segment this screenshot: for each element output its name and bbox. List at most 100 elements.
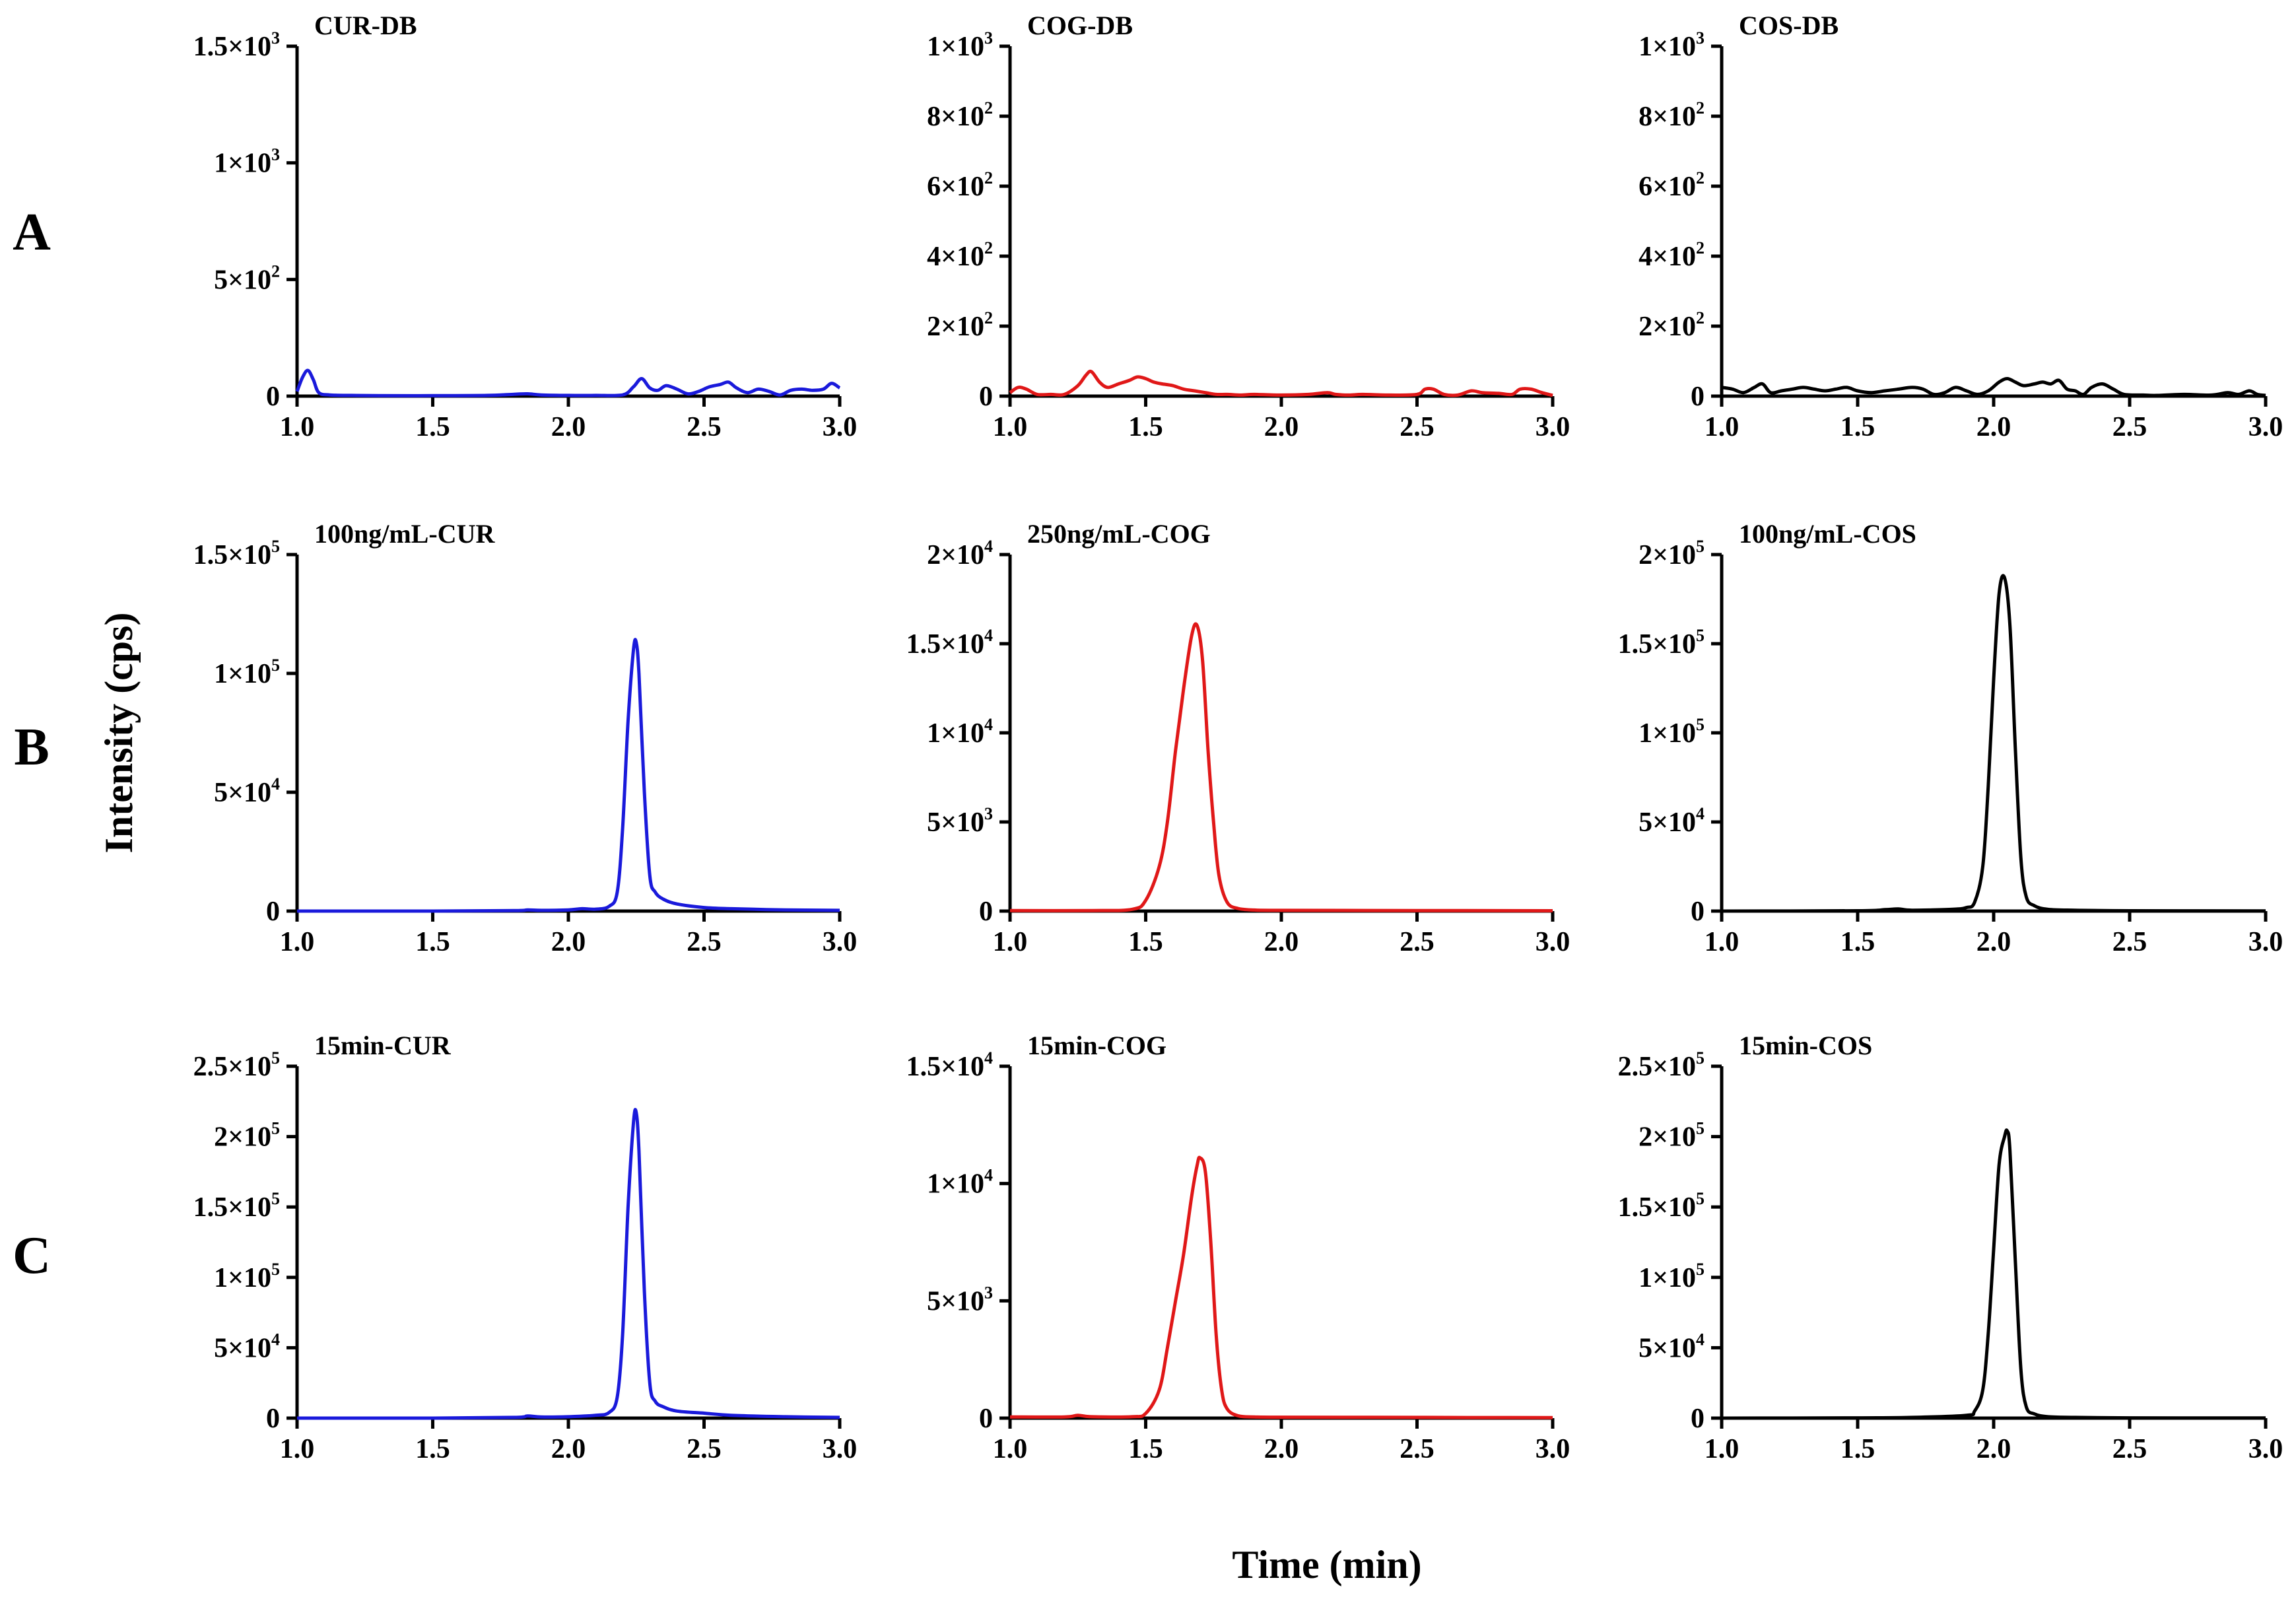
- y-tick-exponent: 4: [1696, 804, 1705, 823]
- y-tick-exponent: 2: [1696, 308, 1705, 327]
- y-tick-base: 1×10: [927, 1169, 984, 1200]
- panel-title: COG-DB: [1027, 11, 1133, 40]
- y-tick-label: 5×104: [214, 774, 280, 808]
- y-tick-label: 2.5×105: [1618, 1048, 1705, 1082]
- chromatogram-line-15min-cur: [297, 1108, 840, 1420]
- y-tick-base: 6×10: [927, 172, 984, 202]
- y-tick-exponent: 2: [1696, 238, 1705, 257]
- y-tick-exponent: 3: [984, 1283, 993, 1302]
- x-tick-label: 1.0: [993, 927, 1028, 957]
- x-tick-label: 3.0: [2248, 412, 2283, 442]
- y-tick-exponent: 2: [984, 238, 993, 257]
- row-label-b: B: [14, 718, 49, 776]
- x-tick-label: 1.5: [1128, 1434, 1163, 1464]
- y-tick-base: 1×10: [927, 32, 984, 62]
- y-tick-label: 4×102: [927, 238, 993, 272]
- y-tick-exponent: 3: [1696, 28, 1705, 48]
- chromatogram-line-100ng-ml-cos: [1721, 574, 2266, 913]
- y-tick-base: 5×10: [927, 1286, 984, 1316]
- y-tick-label: 2×105: [214, 1119, 280, 1153]
- panel-title: 250ng/mL-COG: [1027, 519, 1211, 549]
- y-tick-exponent: 4: [984, 1048, 993, 1068]
- x-tick-label: 3.0: [823, 927, 858, 957]
- x-tick-label: 2.5: [687, 927, 722, 957]
- y-tick-base: 4×10: [927, 242, 984, 272]
- x-tick-label: 3.0: [2248, 927, 2283, 957]
- y-tick-base: 0: [266, 382, 280, 412]
- y-tick-exponent: 5: [271, 1119, 280, 1138]
- row-label-a: A: [13, 203, 51, 261]
- y-tick-exponent: 5: [1696, 626, 1705, 645]
- panel-title: 15min-COS: [1739, 1031, 1872, 1060]
- x-tick-label: 3.0: [2248, 1434, 2283, 1464]
- y-tick-base: 0: [979, 382, 993, 412]
- chromatogram-line-cur-db: [295, 368, 841, 397]
- y-tick-label: 8×102: [927, 98, 993, 132]
- y-tick-base: 8×10: [1638, 102, 1696, 132]
- y-tick-exponent: 4: [984, 626, 993, 645]
- x-tick-label: 2.0: [551, 927, 586, 957]
- x-tick-label: 2.0: [551, 412, 586, 442]
- x-tick-label: 2.5: [1400, 412, 1435, 442]
- y-tick-base: 5×10: [1638, 807, 1696, 838]
- panel-cos-db: 1.0 1.5 2.0 2.5 3.002×1024×1026×1028×1021×10…: [1638, 11, 2283, 442]
- y-tick-exponent: 4: [984, 715, 993, 734]
- x-tick-label: 2.0: [1264, 927, 1299, 957]
- y-tick-base: 8×10: [927, 102, 984, 132]
- y-tick-label: 8×102: [1638, 98, 1705, 132]
- y-tick-exponent: 2: [1696, 98, 1705, 118]
- y-tick-base: 5×10: [214, 265, 271, 295]
- x-tick-label: 1.5: [1840, 1434, 1875, 1464]
- y-tick-exponent: 5: [1696, 1189, 1705, 1208]
- x-tick-label: 1.5: [1840, 412, 1875, 442]
- y-tick-label: 1×105: [1638, 1260, 1705, 1293]
- y-tick-exponent: 4: [1696, 1330, 1705, 1349]
- x-tick-label: 1.5: [415, 1434, 450, 1464]
- x-tick-label: 2.0: [1264, 412, 1299, 442]
- y-tick-base: 1.5×10: [1618, 1192, 1696, 1223]
- x-tick-label: 2.0: [551, 1434, 586, 1464]
- y-tick-label: 1.5×105: [193, 1189, 280, 1223]
- y-tick-base: 0: [979, 1404, 993, 1434]
- x-tick-label: 2.0: [1976, 412, 2011, 442]
- x-tick-label: 1.5: [1840, 927, 1875, 957]
- x-tick-label: 1.5: [415, 927, 450, 957]
- y-tick-base: 2.5×10: [1618, 1052, 1696, 1082]
- y-tick-label: 1×105: [214, 656, 280, 689]
- y-tick-exponent: 4: [271, 1330, 280, 1349]
- y-tick-label: 1.5×104: [906, 1048, 993, 1082]
- y-tick-exponent: 4: [984, 537, 993, 556]
- y-tick-base: 4×10: [1638, 242, 1696, 272]
- y-tick-base: 0: [1691, 382, 1705, 412]
- x-tick-label: 2.5: [1400, 1434, 1435, 1464]
- y-tick-label: 1.5×105: [1618, 626, 1705, 660]
- y-tick-label: 0: [1691, 382, 1705, 412]
- panel-15min-cur: 1.0 1.5 2.0 2.5 3.005×1041×1051.5×1052×1052.…: [193, 1031, 858, 1464]
- y-tick-base: 1×10: [1638, 1263, 1696, 1293]
- y-tick-base: 1×10: [214, 149, 271, 179]
- y-tick-exponent: 5: [271, 1189, 280, 1208]
- chromatogram-line-cos-db: [1721, 377, 2266, 397]
- y-tick-label: 1×103: [927, 28, 993, 62]
- y-tick-label: 1×104: [927, 1166, 993, 1200]
- row-label-c: C: [13, 1227, 51, 1285]
- x-axis-title: Time (min): [1232, 1543, 1421, 1586]
- y-tick-base: 1×10: [1638, 718, 1696, 749]
- x-tick-label: 2.0: [1976, 1434, 2011, 1464]
- y-tick-base: 0: [979, 897, 993, 927]
- y-tick-exponent: 2: [984, 168, 993, 187]
- x-tick-label: 3.0: [1536, 927, 1570, 957]
- y-tick-label: 0: [1691, 1404, 1705, 1434]
- y-tick-exponent: 5: [271, 1260, 280, 1279]
- chromatogram-line-cog-db: [1009, 369, 1553, 397]
- chromatogram-line-15min-cog: [1009, 1155, 1553, 1419]
- y-tick-base: 1.5×10: [193, 1192, 271, 1223]
- y-tick-exponent: 3: [984, 28, 993, 48]
- y-tick-label: 2×105: [1638, 1119, 1705, 1153]
- y-tick-exponent: 2: [271, 261, 280, 281]
- y-tick-base: 0: [1691, 1404, 1705, 1434]
- y-tick-label: 1.5×105: [193, 537, 280, 570]
